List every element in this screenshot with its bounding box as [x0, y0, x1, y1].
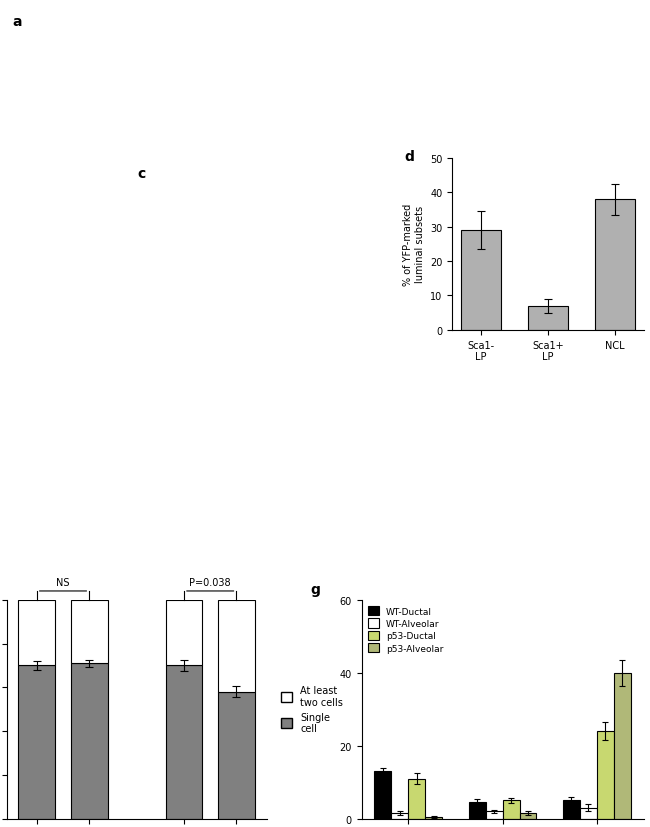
Legend: At least
two cells, Single
cell: At least two cells, Single cell [277, 681, 347, 737]
Bar [18, 666, 55, 819]
Text: d: d [404, 150, 415, 164]
Bar [486, 811, 502, 819]
Bar [71, 663, 108, 819]
Text: b: b [12, 167, 21, 181]
Bar [166, 666, 202, 819]
Bar [519, 813, 536, 819]
Legend: WT-Ductal, WT-Alveolar, p53-Ductal, p53-Alveolar: WT-Ductal, WT-Alveolar, p53-Ductal, p53-… [366, 605, 445, 655]
Bar [425, 817, 442, 819]
Text: NS: NS [57, 577, 70, 587]
Bar [597, 731, 614, 819]
Bar [595, 200, 635, 331]
Bar [469, 802, 486, 819]
Bar [218, 692, 255, 819]
Bar [461, 231, 501, 331]
Text: c: c [137, 167, 145, 181]
Bar [580, 808, 597, 819]
Text: P=0.038: P=0.038 [189, 577, 231, 587]
Text: a: a [13, 16, 22, 29]
Bar [166, 600, 202, 666]
Bar [18, 600, 55, 666]
Bar [71, 600, 108, 663]
Bar [502, 801, 519, 819]
Bar [563, 801, 580, 819]
Bar [374, 772, 391, 819]
Y-axis label: % of YFP-marked
luminal subsets: % of YFP-marked luminal subsets [403, 203, 424, 285]
Bar [408, 779, 425, 819]
Text: e: e [13, 348, 22, 361]
Bar [614, 673, 630, 819]
Bar [528, 307, 568, 331]
Bar [391, 813, 408, 819]
Bar [218, 600, 255, 692]
Text: g: g [311, 582, 320, 596]
